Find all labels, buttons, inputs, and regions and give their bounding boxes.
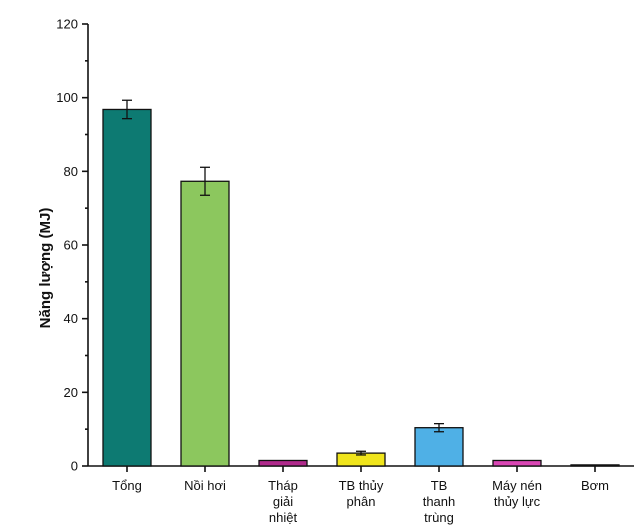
bar-2: [258, 459, 308, 467]
x-tick-label-line: Tháp: [268, 478, 298, 493]
x-tick-label-line: phân: [347, 494, 376, 509]
bar-0: [102, 108, 152, 467]
x-tick-label-1: Nồi hơi: [184, 478, 226, 493]
y-tick-label-120: 120: [56, 17, 78, 32]
x-tick-label-line: trùng: [424, 510, 454, 525]
x-tick-label-line: nhiệt: [269, 510, 298, 525]
y-tick-label-20: 20: [64, 385, 78, 400]
x-tick-label-line: Bơm: [581, 478, 609, 493]
y-tick-label-80: 80: [64, 164, 78, 179]
x-tick-label-4: TB thanh trùng: [423, 478, 456, 525]
y-tick-label-40: 40: [64, 311, 78, 326]
y-tick-label-100: 100: [56, 90, 78, 105]
x-tick-label-line: Tổng: [112, 478, 142, 493]
x-tick-label-5: Máy nén thủy lực: [492, 478, 542, 509]
x-tick-label-3: TB thủy phân: [339, 478, 384, 509]
x-tick-label-2: Tháp giải nhiệt: [268, 478, 298, 525]
x-tick-label-0: Tổng: [112, 478, 142, 493]
y-tick-label-0: 0: [71, 459, 78, 474]
x-tick-label-line: giải: [273, 494, 293, 509]
x-tick-label-line: thanh: [423, 494, 456, 509]
x-tick-label-line: TB: [431, 478, 448, 493]
bar-1: [180, 180, 230, 467]
x-tick-label-line: TB thủy: [339, 478, 384, 493]
x-tick-label-line: Nồi hơi: [184, 478, 226, 493]
x-tick-label-line: thủy lực: [494, 494, 541, 509]
y-axis-label: Năng lượng (MJ): [37, 208, 54, 329]
x-tick-label-6: Bơm: [581, 478, 609, 493]
bar-4: [414, 427, 464, 467]
bar-5: [492, 459, 542, 467]
x-tick-label-line: Máy nén: [492, 478, 542, 493]
y-tick-label-60: 60: [64, 238, 78, 253]
bar-6: [570, 464, 620, 467]
